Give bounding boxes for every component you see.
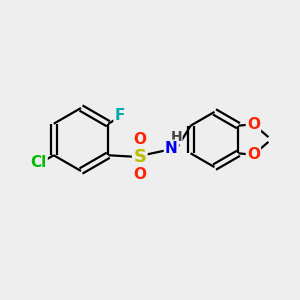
- Text: O: O: [133, 167, 146, 182]
- Text: F: F: [115, 108, 125, 123]
- Text: Cl: Cl: [30, 155, 46, 170]
- Text: N: N: [165, 141, 178, 156]
- Text: O: O: [133, 132, 146, 147]
- Text: H: H: [170, 130, 182, 144]
- Text: O: O: [247, 147, 260, 162]
- Text: S: S: [133, 148, 146, 166]
- Text: O: O: [247, 117, 260, 132]
